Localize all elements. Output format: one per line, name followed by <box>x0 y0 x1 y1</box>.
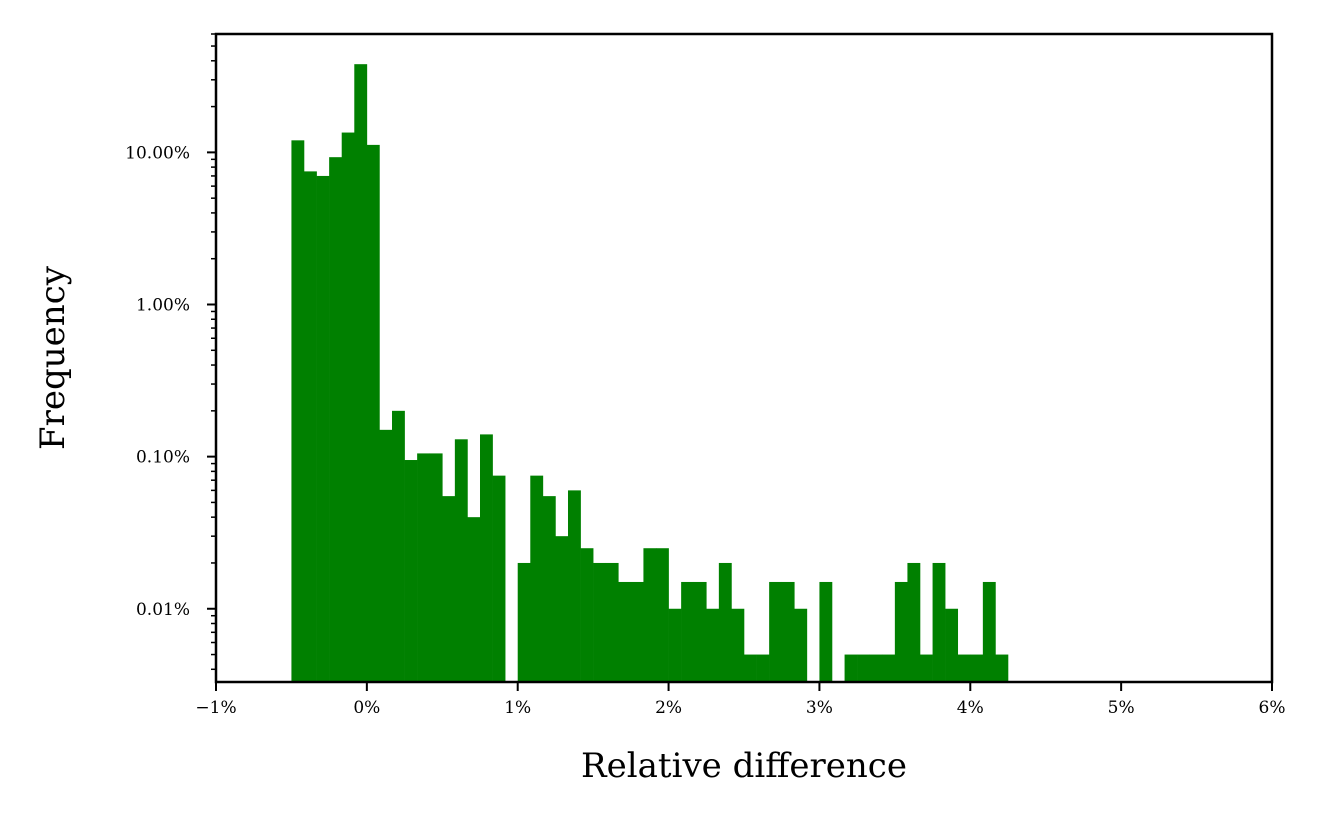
histogram-bar <box>517 562 531 682</box>
x-tick-label: 3% <box>806 698 833 718</box>
histogram-bar <box>668 608 682 682</box>
histogram-bar <box>417 453 431 682</box>
bars-group <box>291 64 1009 683</box>
histogram-bar <box>731 608 745 682</box>
x-tick-label: 6% <box>1259 698 1286 718</box>
histogram-bar <box>894 581 908 682</box>
histogram-bar <box>567 490 581 682</box>
histogram-bar <box>354 64 368 682</box>
histogram-bar <box>303 171 317 683</box>
histogram-bar <box>982 581 996 682</box>
histogram-bar <box>454 439 468 682</box>
y-axis-label: Frequency <box>33 265 73 450</box>
histogram-bar <box>618 581 632 682</box>
histogram-bar <box>718 562 732 682</box>
histogram-bar <box>480 434 493 682</box>
histogram-bar <box>329 157 343 683</box>
histogram-bar <box>392 410 405 682</box>
histogram-bar <box>366 144 380 683</box>
histogram-bar <box>706 608 720 682</box>
histogram-bar <box>467 517 481 682</box>
histogram-bar <box>781 581 795 682</box>
y-axis-ticks: 0.01% 0.10% 1.00% 10.00% <box>125 33 216 671</box>
histogram-bar <box>492 475 506 682</box>
histogram-bar <box>605 562 619 682</box>
histogram-bar <box>530 475 544 682</box>
x-axis-label: Relative difference <box>581 746 907 786</box>
histogram-bar <box>769 581 783 682</box>
x-axis-ticks: −1% 0% 1% 2% 3% 4% 5% 6% <box>195 682 1285 718</box>
histogram-bar <box>429 453 443 682</box>
histogram-bar <box>819 581 833 682</box>
histogram-bar <box>995 654 1009 682</box>
histogram-bar <box>580 548 594 682</box>
histogram-bar <box>756 654 770 682</box>
histogram-bar <box>844 654 858 682</box>
x-tick-label: 5% <box>1108 698 1135 718</box>
x-tick-label: 1% <box>504 698 531 718</box>
y-tick-label: 10.00% <box>125 143 190 163</box>
histogram-bar <box>794 608 808 682</box>
histogram-bar <box>593 562 607 682</box>
histogram-bar <box>291 140 305 683</box>
histogram-bar <box>542 496 556 682</box>
histogram-bar <box>379 429 393 682</box>
histogram-bar <box>404 460 418 682</box>
y-tick-label: 0.10% <box>136 448 190 468</box>
histogram-bar <box>957 654 971 682</box>
histogram-bar <box>907 562 921 682</box>
histogram-bar <box>693 581 707 682</box>
histogram-bar <box>341 132 355 683</box>
x-tick-label: 0% <box>353 698 380 718</box>
histogram-bar <box>555 536 569 682</box>
histogram-bar <box>945 608 959 682</box>
histogram-bar <box>932 562 946 682</box>
y-tick-label: 1.00% <box>136 296 190 316</box>
histogram-bar <box>681 581 695 682</box>
histogram-bar <box>882 654 896 682</box>
x-tick-label: 4% <box>957 698 984 718</box>
plot-frame <box>214 32 1274 684</box>
histogram-bar <box>442 496 456 682</box>
histogram-bar <box>857 654 871 682</box>
histogram-bar <box>744 654 757 682</box>
histogram-bar <box>316 175 330 683</box>
histogram-bar <box>970 654 984 682</box>
x-tick-label: 2% <box>655 698 682 718</box>
histogram-bar <box>630 581 644 682</box>
histogram-bar <box>869 654 883 682</box>
histogram-bar <box>920 654 933 682</box>
x-tick-label: −1% <box>195 698 236 718</box>
histogram-bar <box>643 548 657 682</box>
y-tick-label: 0.01% <box>136 600 190 620</box>
histogram-bar <box>656 548 669 682</box>
